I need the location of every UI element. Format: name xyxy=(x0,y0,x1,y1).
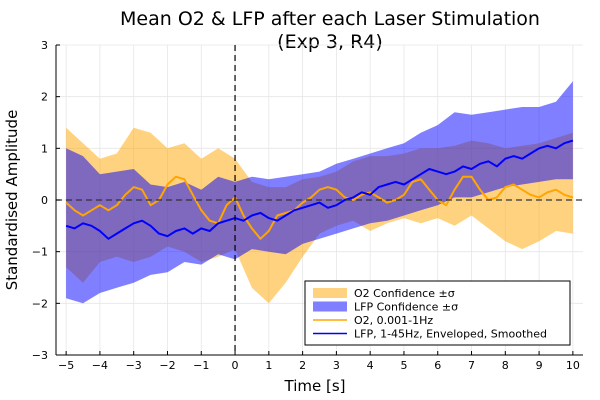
y-tick-label: 1 xyxy=(41,142,48,155)
legend-label: O2 Confidence ±σ xyxy=(354,287,455,300)
x-tick-label: 4 xyxy=(367,359,374,372)
x-tick-label: −1 xyxy=(193,359,209,372)
x-axis-label: Time [s] xyxy=(284,377,346,395)
x-tick-label: −3 xyxy=(126,359,142,372)
x-tick-label: 8 xyxy=(502,359,509,372)
x-tick-label: −2 xyxy=(159,359,175,372)
legend-label: LFP, 1-45Hz, Enveloped, Smoothed xyxy=(354,328,547,341)
x-tick-label: 5 xyxy=(400,359,407,372)
y-tick-label: 2 xyxy=(41,91,48,104)
legend-box xyxy=(304,280,571,346)
plot-area: −5 −4 −3 −2 −1 0 1 2 3 4 5 6 7 8 9 10 −3 −2 −1 0 1 2 3 xyxy=(32,39,583,372)
x-tick-label: −4 xyxy=(92,359,108,372)
y-tick-label: −1 xyxy=(32,246,48,259)
legend-swatch xyxy=(313,288,347,298)
x-tick-label: 10 xyxy=(566,359,580,372)
confidence-band-2 xyxy=(66,81,573,304)
chart-subtitle: (Exp 3, R4) xyxy=(277,31,383,53)
legend-label: LFP Confidence ±σ xyxy=(354,301,458,314)
x-tick-label: 6 xyxy=(434,359,441,372)
x-tick-label: 7 xyxy=(468,359,475,372)
x-tick-label: 2 xyxy=(299,359,306,372)
chart-title: Mean O2 & LFP after each Laser Stimulati… xyxy=(120,8,540,30)
y-tick-label: −2 xyxy=(32,297,48,310)
series-line-2 xyxy=(65,139,574,240)
legend-swatch xyxy=(313,301,347,312)
x-tick-label: 3 xyxy=(333,359,340,372)
x-tick-label: −5 xyxy=(58,359,74,372)
x-tick-label: 1 xyxy=(265,359,272,372)
x-tick-label: 9 xyxy=(536,359,543,372)
y-tick-label: 0 xyxy=(41,194,48,207)
y-tick-label: 3 xyxy=(41,39,48,52)
legend-label: O2, 0.001-1Hz xyxy=(354,314,433,327)
x-tick-label: 0 xyxy=(232,359,239,372)
y-tick-label: −3 xyxy=(32,349,48,362)
y-axis-label: Standardised Amplitude xyxy=(3,110,21,291)
